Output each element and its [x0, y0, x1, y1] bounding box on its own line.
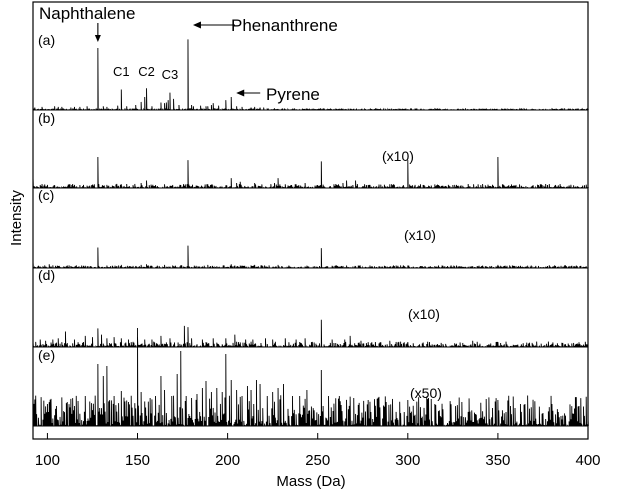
scale-label-e: (x50): [410, 385, 442, 401]
x-axis-ticks: 100 150 200 250 300 350 400: [35, 433, 601, 469]
pyrene-arrowhead: [236, 89, 245, 97]
x-tick-label: 350: [485, 452, 510, 469]
spectrum-trace-a: [33, 39, 589, 111]
panel-labels: (a) (b) (x10) (c) (x10) (d) (x10) (e) (x50): [38, 32, 442, 401]
y-axis-label: Intensity: [8, 190, 25, 246]
x-tick-label: 300: [395, 452, 420, 469]
x-axis-label: Mass (Da): [276, 473, 345, 489]
panel-label-a: (a): [38, 32, 55, 48]
spectrum-trace-b: [32, 156, 589, 189]
peak-label-c3: C3: [162, 67, 179, 82]
x-tick-label: 250: [305, 452, 330, 469]
peak-label-c2: C2: [138, 64, 155, 79]
panel-label-c: (c): [38, 187, 54, 203]
x-tick-label: 150: [125, 452, 150, 469]
pyrene-label: Pyrene: [266, 85, 320, 104]
panel-label-d: (d): [38, 267, 55, 283]
spectrum-trace-e: [32, 327, 589, 427]
spectrum-trace-c: [32, 245, 589, 269]
x-tick-label: 200: [215, 452, 240, 469]
panel-label-e: (e): [38, 347, 55, 363]
naphthalene-label: Naphthalene: [39, 4, 135, 23]
x-tick-label: 400: [575, 452, 600, 469]
scale-label-b: (x10): [382, 148, 414, 164]
phenanthrene-arrowhead: [192, 21, 201, 29]
peak-annotations: Naphthalene Phenanthrene Pyrene C1 C2 C3: [39, 4, 338, 104]
spectra-traces: [32, 39, 589, 427]
panel-label-b: (b): [38, 110, 55, 126]
scale-label-c: (x10): [404, 227, 436, 243]
spectrum-trace-d: [32, 319, 589, 348]
scale-label-d: (x10): [408, 306, 440, 322]
peak-label-c1: C1: [113, 64, 130, 79]
x-tick-label: 100: [35, 452, 60, 469]
naphthalene-arrowhead: [94, 35, 101, 42]
plot-frame: [32, 1, 589, 440]
phenanthrene-label: Phenanthrene: [231, 16, 338, 35]
